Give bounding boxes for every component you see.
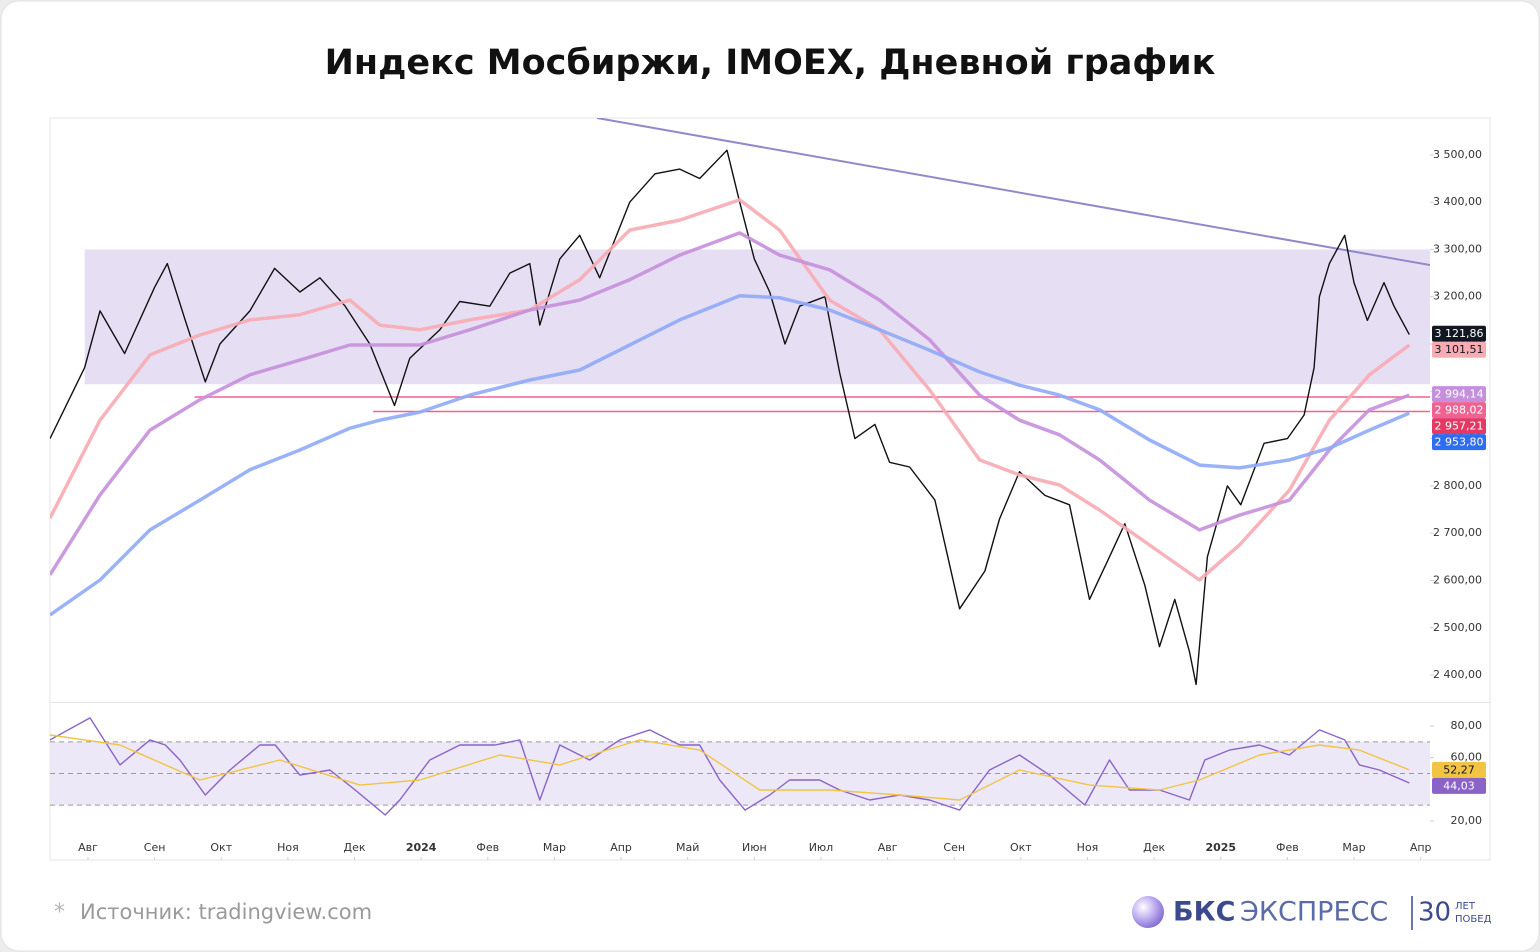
price-label: 2 994,14 [1435, 388, 1484, 401]
price-label: 2 957,21 [1435, 420, 1484, 433]
logo-icon [1132, 896, 1164, 928]
trendline [596, 118, 1430, 267]
y-tick-label: 2 700,00 [1433, 526, 1482, 539]
anniversary-number: 30 [1418, 898, 1451, 928]
price-label: 3 101,51 [1435, 343, 1484, 356]
rsi-plot [50, 717, 1430, 816]
y-tick-label: 2 500,00 [1433, 621, 1482, 634]
chart-frame [49, 117, 1491, 861]
source: Источник: tradingview.com [80, 900, 372, 924]
y-tick-label: 3 200,00 [1433, 290, 1482, 303]
price-label-box [1432, 325, 1486, 342]
x-tick-label: Авг [78, 841, 98, 854]
x-tick-label: Мар [1342, 841, 1365, 854]
price-line [50, 149, 1410, 686]
price-label: 2 953,80 [1435, 436, 1484, 449]
price-label: 3 121,86 [1435, 327, 1484, 340]
price-label: 52,27 [1443, 763, 1475, 776]
brand-bold: БКС [1173, 897, 1235, 928]
price-plot [50, 118, 1430, 686]
y-tick-label: 3 400,00 [1433, 195, 1482, 208]
price-label-box [1432, 386, 1486, 403]
price-label-box [1432, 341, 1486, 358]
price-label-box [1432, 777, 1486, 794]
y-tick-label: 2 400,00 [1433, 668, 1482, 681]
x-tick-label: Ноя [277, 841, 299, 854]
rsi-line [50, 734, 1410, 801]
x-tick-label: Фев [476, 841, 499, 854]
axes: 2 400,00 2 500,00 2 600,00 2 700,00 2 800,00… [78, 148, 1486, 860]
chart-title: Индекс Мосбиржи, IMOEX, Дневной график [325, 43, 1216, 83]
rsi-line [50, 717, 1410, 816]
anniversary-line1: ЛЕТ [1455, 901, 1476, 912]
moving-average [50, 198, 1411, 582]
x-tick-label: Окт [1010, 841, 1032, 854]
x-tick-label: Сен [943, 841, 965, 854]
brand: ЭКСПРЕСС [1240, 897, 1388, 928]
source-marker: * [54, 900, 65, 925]
x-tick-label: Дек [344, 841, 366, 854]
price-label-box [1432, 402, 1486, 419]
price-label: 44,03 [1443, 779, 1475, 792]
price-label-box [1432, 418, 1486, 435]
moving-average [50, 231, 1410, 576]
y-tick-label: 2 800,00 [1433, 479, 1482, 492]
zone [84, 249, 1430, 385]
y-tick-label: 3 500,00 [1433, 148, 1482, 161]
x-tick-label: Фев [1276, 841, 1299, 854]
x-tick-label: Авг [878, 841, 898, 854]
price-label-box [1432, 761, 1486, 778]
x-tick-label: Апр [1410, 841, 1432, 854]
price-label-box [1432, 434, 1486, 451]
x-tick-label: Окт [210, 841, 232, 854]
x-tick-label: Сен [144, 841, 166, 854]
moving-average [50, 294, 1410, 617]
y-tick-label: 2 600,00 [1433, 573, 1482, 586]
y-tick-label: 60,00 [1451, 751, 1483, 764]
y-tick-label: 80,00 [1451, 719, 1483, 732]
y-tick-label: 3 300,00 [1433, 242, 1482, 255]
x-tick-label: Май [676, 841, 699, 854]
y-tick-label: 20,00 [1451, 814, 1483, 827]
x-tick-label: Апр [610, 841, 632, 854]
x-tick-label: Ноя [1077, 841, 1099, 854]
x-tick-label: Июн [742, 841, 767, 854]
x-tick-label: 2024 [406, 841, 437, 854]
price-label: 2 988,02 [1435, 404, 1484, 417]
anniversary-line2: ПОБЕД [1455, 914, 1492, 925]
x-tick-label: 2025 [1205, 841, 1236, 854]
x-tick-label: Мар [543, 841, 566, 854]
x-tick-label: Июл [809, 841, 834, 854]
x-tick-label: Дек [1143, 841, 1165, 854]
